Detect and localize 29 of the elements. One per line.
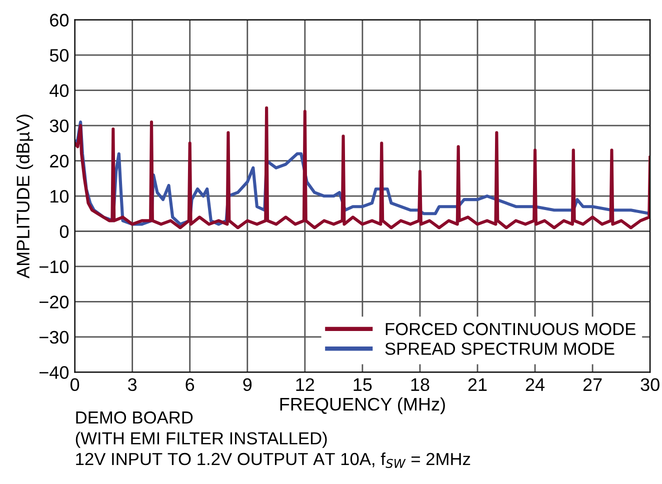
y-tick-label: 60 bbox=[50, 14, 69, 27]
x-tick-label: 24 bbox=[526, 378, 545, 391]
x-tick-label: 30 bbox=[640, 378, 660, 392]
text: (WITH EMI FILTER INSTALLED) bbox=[76, 432, 327, 448]
text: DEMO BOARD bbox=[76, 411, 193, 424]
x-tick-label: 9 bbox=[243, 378, 252, 392]
y-tick-label: −30 bbox=[40, 330, 69, 344]
y-tick-label: 50 bbox=[50, 49, 69, 62]
x-tick-label: 21 bbox=[468, 378, 487, 391]
y-tick-label: 10 bbox=[50, 190, 69, 203]
y-axis-title: AMPLITUDE (dBµV) bbox=[16, 114, 34, 278]
x-tick-label: 0 bbox=[70, 378, 80, 392]
x-tick-label: 12 bbox=[296, 378, 314, 391]
y-tick-label: −20 bbox=[40, 296, 69, 308]
x-tick-label: 6 bbox=[186, 378, 194, 392]
y-tick-label: 40 bbox=[50, 84, 69, 98]
x-axis-title: FREQUENCY (MHz) bbox=[280, 397, 445, 414]
x-tick-label: 18 bbox=[411, 378, 430, 392]
y-tick-label: 20 bbox=[50, 154, 69, 168]
x-tick-label: 27 bbox=[583, 378, 602, 391]
y-tick-label: 0 bbox=[60, 225, 69, 238]
y-tick-label: 30 bbox=[50, 119, 69, 132]
text: 12V INPUT TO 1.2V OUTPUT AT 10A, f$_{SW}$ = 2MHz bbox=[76, 452, 470, 468]
legend-label: SPREAD SPECTRUM MODE bbox=[385, 342, 614, 355]
x-tick-label: 15 bbox=[354, 378, 372, 392]
y-tick-label: −40 bbox=[40, 366, 69, 379]
legend-label: FORCED CONTINUOUS MODE bbox=[386, 322, 636, 336]
x-tick-label: 3 bbox=[128, 378, 137, 392]
y-tick-label: −10 bbox=[40, 260, 69, 274]
